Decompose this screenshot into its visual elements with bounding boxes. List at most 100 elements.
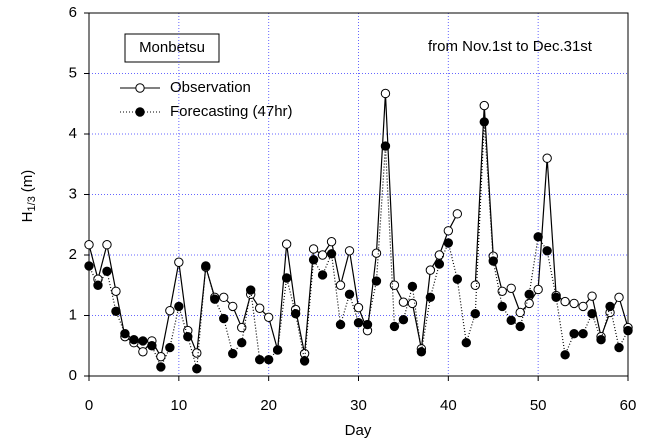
data-point <box>308 244 319 254</box>
data-point <box>488 256 498 266</box>
data-point <box>165 305 175 316</box>
data-point <box>237 322 247 333</box>
y-tick-label: 3 <box>69 185 77 202</box>
y-tick-label: 6 <box>69 4 77 21</box>
data-point <box>210 294 220 304</box>
data-point <box>371 276 382 286</box>
x-tick-label: 60 <box>620 397 637 414</box>
data-point <box>308 255 319 265</box>
data-point <box>605 301 615 312</box>
data-point <box>138 336 148 346</box>
data-point <box>84 240 94 250</box>
data-point <box>353 318 364 328</box>
data-point <box>219 292 229 303</box>
data-point <box>434 259 445 269</box>
data-point <box>560 350 570 360</box>
data-point <box>326 249 337 259</box>
x-tick-label: 10 <box>170 397 187 414</box>
station-label: Monbetsu <box>139 39 205 56</box>
data-point <box>524 298 534 309</box>
y-axis-label: H1/3 (m) <box>19 170 38 223</box>
data-point <box>479 117 489 127</box>
data-point <box>596 335 606 345</box>
data-point <box>506 315 516 326</box>
data-point <box>156 351 166 362</box>
data-point <box>398 315 409 325</box>
y-label-sub: 1/3 <box>26 196 38 211</box>
data-point <box>425 265 436 275</box>
data-point <box>281 239 292 249</box>
data-point <box>272 345 283 355</box>
data-point <box>497 301 507 312</box>
data-point <box>174 257 184 267</box>
data-point <box>479 100 489 111</box>
plot-frame <box>88 12 629 377</box>
data-point <box>407 281 418 292</box>
data-point <box>389 280 400 290</box>
data-point <box>254 354 265 365</box>
data-point <box>147 341 157 351</box>
data-point <box>461 338 471 348</box>
data-point <box>281 273 292 283</box>
data-point <box>93 280 103 290</box>
data-point <box>569 298 579 309</box>
data-point <box>614 342 624 353</box>
period-label: from Nov.1st to Dec.31st <box>428 38 593 55</box>
data-point <box>560 296 570 307</box>
data-point <box>578 328 588 339</box>
data-point <box>614 292 624 303</box>
data-point <box>497 286 507 296</box>
data-point <box>407 298 418 309</box>
data-point <box>335 280 346 290</box>
data-point <box>587 308 597 319</box>
x-tick-label: 20 <box>260 397 277 414</box>
x-axis-label: Day <box>345 422 372 439</box>
data-point <box>470 308 480 319</box>
data-point <box>299 356 310 366</box>
data-point <box>515 321 525 332</box>
legend-marker <box>135 83 145 93</box>
data-point <box>569 328 579 339</box>
data-point <box>443 226 454 236</box>
data-point <box>452 274 463 284</box>
data-point <box>506 283 516 293</box>
data-point <box>228 348 238 359</box>
data-point <box>587 291 597 301</box>
station-box <box>124 33 220 63</box>
data-point <box>246 285 256 295</box>
data-point <box>111 306 121 316</box>
data-point <box>551 292 561 303</box>
y-tick-label: 4 <box>69 125 77 142</box>
y-tick-label: 5 <box>69 64 77 81</box>
data-point <box>533 284 543 295</box>
data-point <box>138 347 148 357</box>
legend-label: Observation <box>170 79 251 96</box>
data-point <box>533 232 543 242</box>
data-point <box>623 325 633 336</box>
data-point <box>263 312 274 323</box>
x-tick-label: 40 <box>440 397 457 414</box>
data-point <box>353 302 364 313</box>
data-point <box>380 88 391 99</box>
legend-label: Forecasting (47hr) <box>170 103 293 120</box>
data-point <box>389 321 400 332</box>
data-point <box>542 246 552 256</box>
data-point <box>192 364 202 374</box>
data-point <box>524 289 534 300</box>
data-point <box>362 319 373 330</box>
y-tick-label: 2 <box>69 246 77 263</box>
data-point <box>515 307 525 318</box>
data-point <box>156 362 166 372</box>
y-label-main: H <box>19 211 36 222</box>
data-point <box>425 292 436 303</box>
data-point <box>326 236 337 247</box>
data-point <box>102 266 112 277</box>
data-point <box>120 328 130 339</box>
data-point <box>254 303 265 313</box>
y-tick-label: 1 <box>69 306 77 323</box>
y-label-unit: (m) <box>19 170 36 193</box>
data-point <box>317 270 328 280</box>
data-point <box>452 209 463 219</box>
data-point <box>335 319 346 330</box>
data-point <box>344 289 355 300</box>
